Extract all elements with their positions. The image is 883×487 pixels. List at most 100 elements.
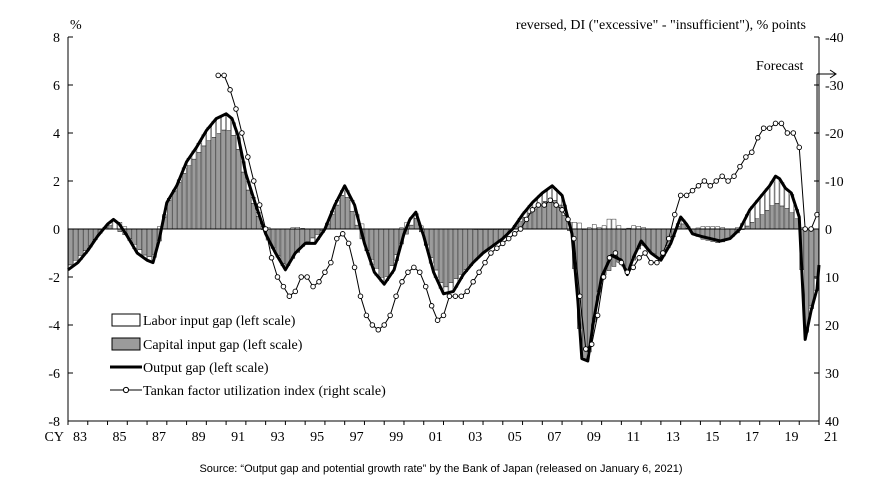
tankan-point [500,240,506,247]
x-tick-label: 03 [468,430,482,445]
capital-gap-bar [339,195,345,230]
capital-gap-bar [389,228,394,266]
tankan-point [304,274,310,280]
tankan-point [802,226,808,232]
left-tick-label: 2 [53,175,60,190]
tankan-point [221,72,227,79]
tankan-point [701,178,708,184]
x-tick-label: 89 [192,430,206,445]
x-tick-label: 15 [705,430,719,445]
capital-gap-bar [774,203,780,230]
capital-gap-bar [458,228,464,275]
capital-gap-bar [310,228,315,239]
capital-gap-bar [344,197,350,230]
capital-gap-bar [374,228,380,269]
labor-gap-bar [572,221,577,230]
tankan-point [369,322,376,328]
tankan-point [233,106,239,112]
tankan-point [446,293,453,299]
x-axis-prefix: CY [45,430,64,445]
capital-gap-bar [750,222,755,230]
tankan-point [642,250,648,256]
capital-gap-bar [468,228,473,266]
tankan-point [529,207,536,213]
capital-gap-bar [305,228,310,242]
tankan-point [488,250,494,256]
capital-gap-bar [236,148,241,230]
capital-gap-bar [83,228,88,251]
tankan-point [470,279,476,285]
right-tick-label: -30 [825,79,844,94]
right-tick-label: -10 [825,175,844,190]
tankan-point [588,341,595,347]
tankan-point [523,216,530,223]
right-tick-label: -20 [825,127,844,142]
tankan-point [707,183,714,189]
tankan-point [339,231,346,237]
x-tick-label: 97 [350,430,364,445]
capital-gap-bar [433,228,439,271]
capital-gap-bar [216,133,221,230]
capital-gap-bar [221,129,226,230]
tankan-point [600,274,607,280]
output-gap-line [67,112,821,363]
capital-gap-bar [453,228,459,279]
tankan-point [594,312,601,319]
right-tick-label: 10 [825,271,839,286]
capital-gap-bar [349,211,355,230]
capital-gap-bar [483,228,488,252]
capital-gap-bar [191,158,197,230]
forecast-label: Forecast [756,59,804,74]
labor-gap-bar [577,222,582,230]
tankan-point [612,250,619,256]
x-tick-label: 19 [784,430,798,445]
capital-gap-bar [384,228,389,277]
tankan-point [239,130,245,136]
tankan-point [630,264,636,271]
tankan-point [256,202,263,208]
capital-gap-bar [73,228,78,261]
right-tick-label: -40 [825,31,844,46]
tankan-point [292,288,299,295]
capital-gap-bar [251,202,256,230]
capital-gap-bar [176,182,182,230]
tankan-point [689,187,696,194]
capital-gap-bar [680,223,686,230]
tankan-point [553,202,559,208]
left-tick-label: 8 [53,31,60,46]
legend: Labor input gap (left scale) Capital inp… [110,313,386,399]
right-tick-label: 30 [825,367,839,382]
legend-marker-tankan [122,386,130,394]
capital-gap-bar [409,224,414,230]
left-tick-label: -4 [48,319,60,334]
right-tick-label: 40 [825,415,839,430]
tankan-point [274,274,281,280]
tankan-point [452,293,459,299]
left-tick-label: -8 [48,415,60,430]
capital-gap-bar [275,228,281,256]
tankan-point [434,317,441,323]
tankan-point [583,346,589,352]
capital-gap-bar [443,228,449,288]
capital-gap-bar [779,205,785,230]
tankan-point [310,283,316,290]
tankan-point [428,303,435,309]
capital-gap-bar [246,189,251,230]
capital-gap-bar [147,228,152,257]
left-unit-label: % [70,18,82,33]
tankan-point [511,231,518,237]
tankan-point [713,178,719,184]
capital-gap-bar [226,130,231,230]
tankan-point [683,192,690,199]
x-tick-label: 13 [666,430,680,445]
right-tick-label: 0 [825,223,832,238]
right-tick-label: 20 [825,319,839,334]
tankan-point [636,255,642,261]
capital-gap-bar [478,228,483,256]
labor-gap-bar [631,225,636,230]
tankan-point [618,259,625,266]
tankan-point [345,240,352,247]
tankan-point [464,288,470,295]
x-tick-label: 93 [271,430,285,445]
left-tick-label: -6 [48,367,60,382]
